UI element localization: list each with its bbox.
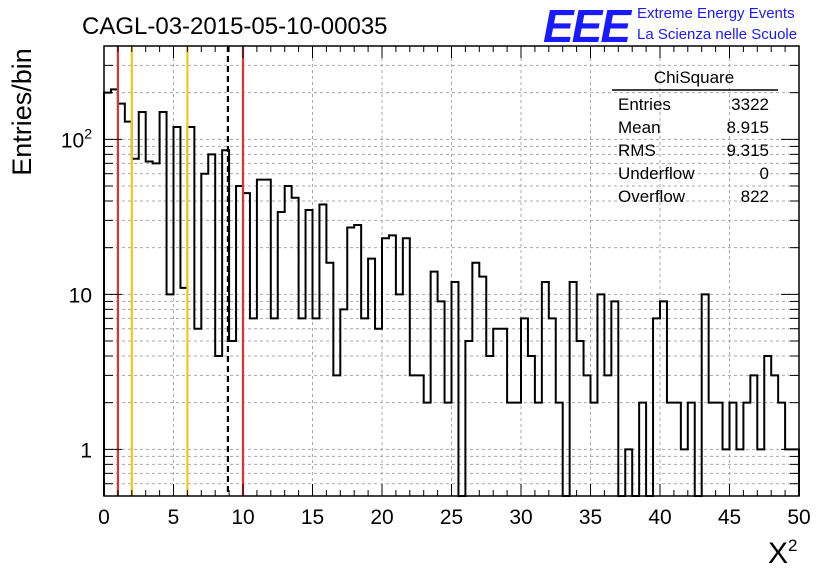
y-tick-label-exponent: 2	[84, 125, 92, 141]
histogram-bar	[584, 375, 591, 496]
x-axis-label-superscript: 2	[788, 536, 797, 555]
x-tick-label: 50	[787, 506, 810, 529]
histogram-bar	[313, 318, 320, 496]
x-tick-label: 45	[718, 506, 741, 529]
histogram-bar	[410, 375, 417, 496]
y-tick-label-base: 10	[61, 129, 84, 152]
histogram-bar	[333, 375, 340, 496]
x-tick-label: 15	[301, 506, 324, 529]
histogram-bar	[167, 294, 174, 496]
stats-mean-label: Mean	[618, 118, 661, 137]
stats-mean-value: 8.915	[726, 118, 769, 137]
histogram-bar	[597, 294, 604, 496]
x-tick-label: 10	[231, 506, 254, 529]
histogram-bar	[215, 356, 222, 496]
histogram-bar	[493, 329, 500, 496]
histogram-bar	[431, 272, 438, 496]
y-tick-label: 10	[69, 284, 92, 307]
histogram-bar	[750, 375, 757, 496]
histogram-bar	[250, 318, 257, 496]
x-tick-label: 30	[509, 506, 532, 529]
histogram-bar	[292, 198, 299, 496]
histogram-bar	[465, 341, 472, 496]
histogram-bar	[528, 356, 535, 496]
histogram-bar	[153, 163, 160, 496]
histogram-bar	[271, 318, 278, 496]
stats-underflow-value: 0	[760, 164, 769, 183]
stats-underflow-label: Underflow	[618, 164, 695, 183]
histogram-bar	[577, 341, 584, 496]
histogram-bar	[208, 154, 215, 496]
histogram-bar	[174, 127, 181, 496]
x-tick-label: 40	[648, 506, 671, 529]
histogram-outline	[103, 88, 800, 497]
histogram-bar	[653, 318, 660, 496]
histogram-bar	[375, 329, 382, 496]
stats-box: ChiSquare Entries 3322 Mean 8.915 RMS 9.…	[612, 68, 778, 206]
x-tick-label: 35	[579, 506, 602, 529]
histogram-bar	[660, 301, 667, 496]
histogram-bar	[486, 356, 493, 496]
x-tick-label: 25	[440, 506, 463, 529]
histogram-bar	[611, 301, 618, 496]
stats-overflow-value: 822	[741, 187, 769, 206]
histogram-bar	[361, 318, 368, 496]
stats-title: ChiSquare	[654, 68, 734, 87]
histogram-bar	[417, 375, 424, 496]
chart-title: CAGL-03-2015-05-10-00035	[82, 13, 388, 40]
stats-rms-label: RMS	[618, 141, 656, 160]
histogram-bar	[306, 210, 313, 496]
histogram-bar	[549, 318, 556, 496]
histogram-bar	[347, 227, 354, 496]
histogram-bar	[500, 329, 507, 496]
x-tick-label: 0	[98, 506, 110, 529]
histogram-bar	[764, 356, 771, 496]
logo: EEE Extreme Energy Events La Scienza nel…	[543, 0, 797, 52]
histogram-bar	[326, 263, 333, 496]
stats-rms-value: 9.315	[726, 141, 769, 160]
histogram-bar	[521, 318, 528, 496]
x-tick-label: 20	[370, 506, 393, 529]
histogram-bar	[264, 180, 271, 496]
histogram-bar	[382, 238, 389, 496]
y-axis-label: Entries/bin	[7, 48, 37, 176]
histogram-bar	[771, 375, 778, 496]
histogram-bar	[229, 341, 236, 496]
stats-overflow-label: Overflow	[618, 187, 686, 206]
stats-entries-value: 3322	[731, 95, 769, 114]
histogram-bar	[257, 180, 264, 496]
histogram-bar	[354, 225, 361, 496]
histogram-bar	[278, 212, 285, 496]
stats-entries-label: Entries	[618, 95, 671, 114]
histogram-bar	[472, 263, 479, 496]
histogram-bar	[194, 329, 201, 496]
logo-line2: La Scienza nelle Scuole	[637, 26, 797, 43]
x-tick-label: 5	[168, 506, 180, 529]
histogram-bar	[604, 375, 611, 496]
x-axis-label-base: X	[768, 537, 788, 570]
x-axis-label: X2	[768, 536, 797, 570]
histogram-bar	[139, 112, 146, 496]
histogram-bar	[299, 318, 306, 496]
y-tick-label: 1	[80, 439, 92, 462]
histogram-bar	[222, 150, 229, 496]
histogram-bar	[702, 294, 709, 496]
histogram-bar	[319, 204, 326, 496]
histogram-bar	[396, 294, 403, 496]
histogram-bar	[160, 112, 167, 496]
y-tick-label: 102	[61, 125, 92, 152]
histogram-bar	[201, 174, 208, 496]
logo-letters: EEE	[543, 0, 632, 52]
histogram-bar	[438, 301, 445, 496]
histogram-bar	[403, 238, 410, 496]
logo-line1: Extreme Energy Events	[637, 5, 795, 22]
